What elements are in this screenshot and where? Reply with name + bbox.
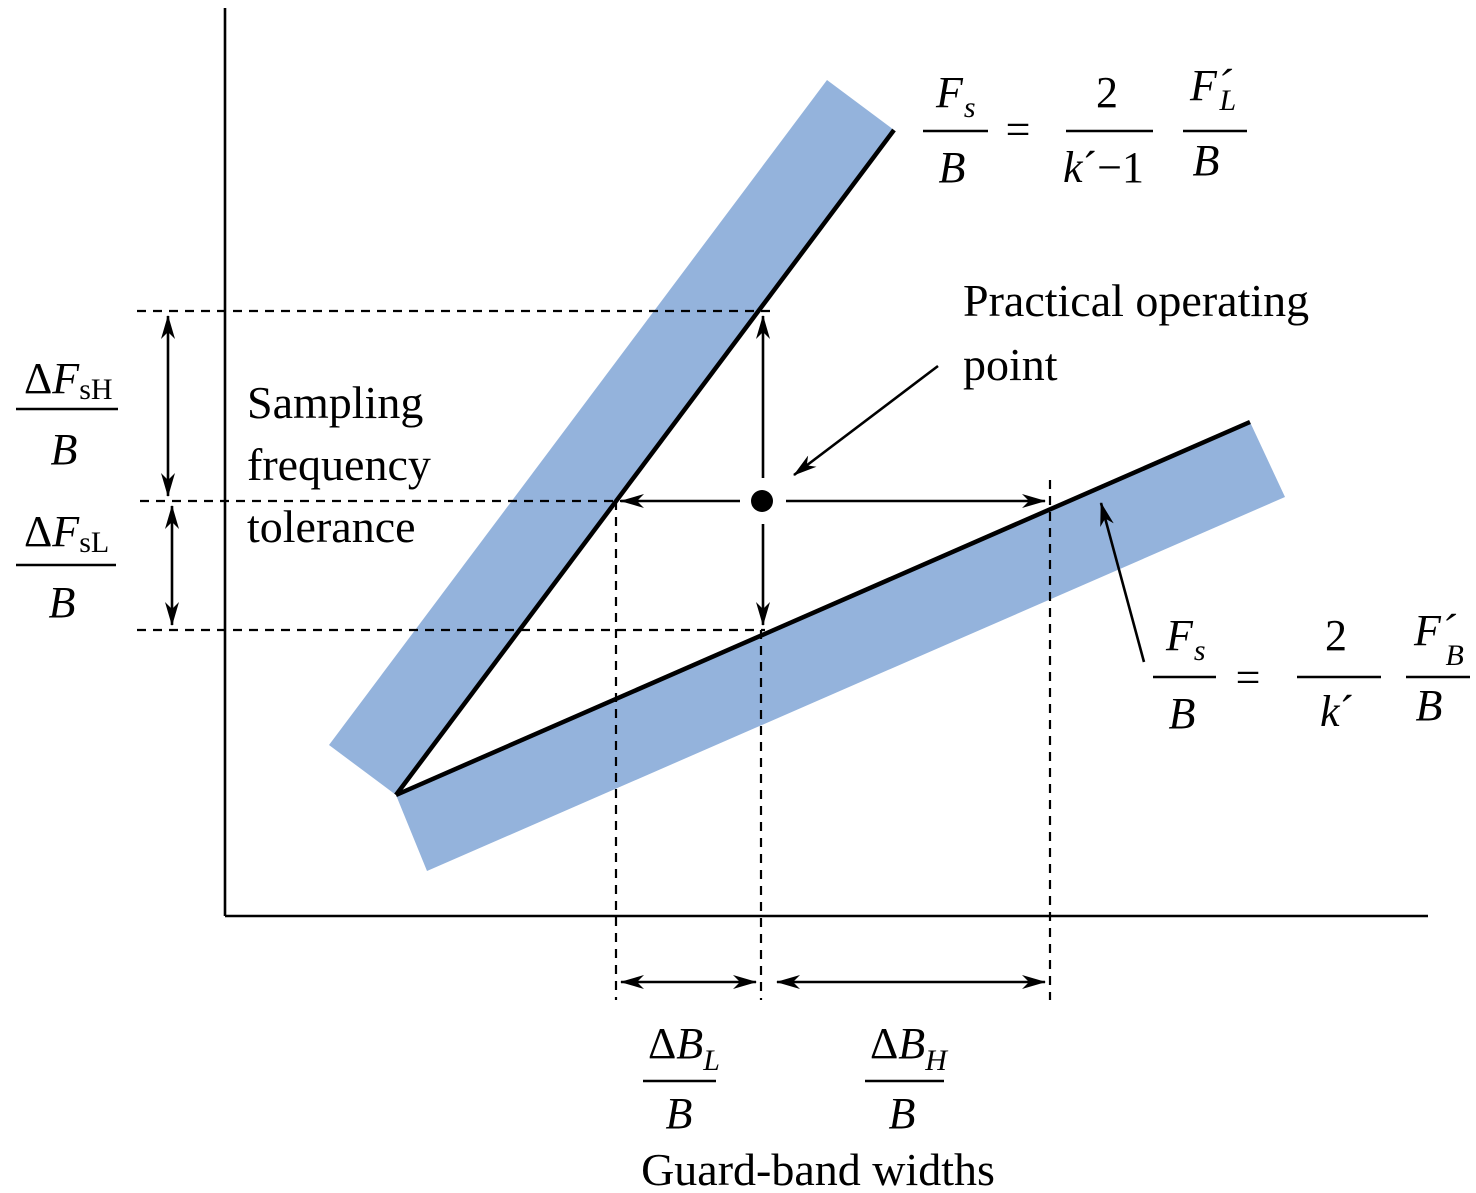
eq2-rhs-denominator: B	[1416, 681, 1443, 730]
lower-line-band	[396, 422, 1285, 871]
upper-line-band	[329, 80, 894, 795]
guard-low-denominator: B	[666, 1089, 693, 1138]
operating-point-leader	[793, 364, 939, 477]
eq1-lhs-denominator: B	[939, 143, 966, 192]
operating-point-dot	[751, 490, 773, 512]
eq2-lhs-denominator: B	[1169, 689, 1196, 738]
sampling-tolerance-line-1: Sampling	[247, 377, 423, 428]
eq1-coef-denominator: k´−1	[1063, 143, 1144, 192]
guard-high-denominator: B	[889, 1089, 916, 1138]
tolerance-low-numerator: ΔFsL	[24, 507, 109, 559]
sampling-tolerance-line-2: frequency	[247, 439, 431, 490]
eq2-equals: =	[1236, 653, 1261, 702]
guard-low-label: ΔBL B	[643, 1019, 720, 1138]
eq1-equals: =	[1006, 105, 1031, 154]
tolerance-low-denominator: B	[49, 578, 76, 627]
eq2-rhs-numerator: F´ B	[1413, 606, 1464, 672]
eq1-lhs-numerator: Fs	[935, 68, 976, 124]
upper-boundary-line	[394, 128, 896, 797]
sampling-tolerance-line-3: tolerance	[247, 501, 416, 552]
eq1-rhs-denominator: B	[1193, 136, 1220, 185]
eq2-lhs-numerator: Fs	[1165, 611, 1206, 667]
tolerance-low-label: ΔFsL B	[16, 507, 116, 627]
tolerance-high-denominator: B	[51, 425, 78, 474]
operating-point-line-2: point	[963, 339, 1058, 390]
tolerance-high-numerator: ΔFsH	[24, 354, 113, 406]
operating-point-line-1: Practical operating	[963, 275, 1309, 326]
lower-boundary-line	[395, 419, 1251, 798]
eq1-coef-numerator: 2	[1096, 68, 1118, 117]
eq2-coef-denominator: k´	[1320, 687, 1354, 736]
eq1-rhs-numerator: F´L	[1189, 61, 1236, 117]
eq2-coef-numerator: 2	[1325, 611, 1347, 660]
lower-equation-leader	[1099, 502, 1146, 663]
lower-line-equation: Fs B = 2 k´ F´ B B	[1153, 606, 1470, 738]
operating-point-label: Practical operating point	[963, 275, 1309, 390]
guard-low-numerator: ΔBL	[648, 1019, 720, 1077]
tolerance-high-label: ΔFsH B	[16, 354, 118, 474]
guard-band-widths-label: Guard-band widths	[641, 1144, 995, 1193]
sampling-tolerance-label: Sampling frequency tolerance	[247, 377, 431, 552]
guard-high-label: ΔBH B	[865, 1019, 949, 1138]
upper-line-equation: Fs B = 2 k´−1 F´L B	[923, 61, 1247, 192]
guard-high-numerator: ΔBH	[870, 1019, 949, 1077]
